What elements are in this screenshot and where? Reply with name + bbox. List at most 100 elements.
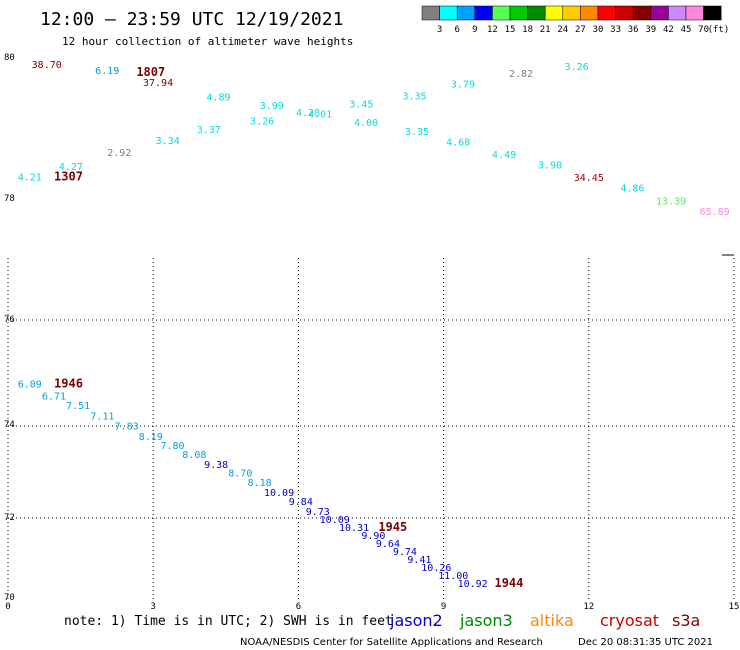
legend-label: 27 (575, 25, 586, 35)
legend-label: 30 (593, 25, 604, 35)
x-tick-label: 9 (441, 602, 446, 612)
data-point-label: 11.00 (438, 571, 468, 582)
legend-swatch (597, 5, 616, 21)
y-tick-label: 70 (4, 593, 15, 603)
legend-label: 24 (557, 25, 568, 35)
y-tick-label: 72 (4, 513, 15, 523)
data-point-label: 4.89 (206, 93, 230, 104)
footer-timestamp: Dec 20 08:31:35 UTC 2021 (578, 637, 713, 648)
legend-label: 6 (454, 25, 459, 35)
data-point-label: 3.37 (197, 125, 221, 136)
legend-swatch (615, 5, 634, 21)
data-point-label: 65.89 (700, 207, 730, 218)
data-point-label: 8.19 (139, 432, 163, 443)
data-point-label: 10.09 (264, 488, 294, 499)
data-point-label: 4.28 (296, 108, 320, 119)
legend-label: 42 (663, 25, 674, 35)
data-point-label: 8.08 (182, 450, 206, 461)
data-point-label: 6.19 (95, 66, 119, 77)
color-legend: 3 6 9 12 15 18 21 24 27 30 33 36 39 42 45 70(ft) (421, 5, 730, 35)
data-point-label: 3.35 (403, 91, 427, 102)
data-point-label: 3.35 (405, 127, 429, 138)
data-point-label: 7.51 (66, 401, 90, 412)
data-point-label: 2.82 (509, 69, 533, 80)
x-tick-label: 15 (729, 602, 740, 612)
y-tick-label: 74 (4, 420, 15, 430)
chart-subtitle: 12 hour collection of altimeter wave hei… (62, 35, 353, 48)
data-point-label: 9.84 (289, 497, 313, 508)
legend-swatch (632, 5, 652, 21)
legend-swatch (509, 5, 528, 21)
data-point-label: 3.90 (538, 161, 562, 172)
data-marks: 38.70 6.19 37.94 4.89 3.99 4.284.01 3.45 3.35 3.… (18, 60, 730, 590)
data-point-label: 3.79 (451, 79, 475, 90)
satellite-cryosat: cryosat (600, 611, 659, 630)
data-point-label: 8.70 (228, 469, 252, 480)
x-tick-label: 12 (583, 602, 594, 612)
data-point-label: 9.64 (376, 539, 400, 550)
y-tick-label: 76 (4, 315, 15, 325)
data-point-label: 10.92 (458, 579, 488, 590)
data-point-label: 10.31 (339, 523, 369, 534)
data-point-label: 6.09 (18, 379, 42, 390)
data-point-label: 13.39 (656, 196, 686, 207)
data-point-label: 38.70 (32, 60, 62, 71)
x-tick-label: 0 (5, 602, 10, 612)
data-point-label: 3.26 (250, 117, 274, 128)
data-point-label: 4.49 (492, 150, 516, 161)
legend-swatch (456, 5, 476, 21)
pass-time-label: 1945 (378, 520, 407, 534)
legend-label: 45 (681, 25, 692, 35)
data-point-label: 4.86 (620, 184, 644, 195)
pass-time-label: 1946 (54, 376, 83, 390)
data-point-label: 9.74 (393, 547, 417, 558)
legend-label: 15 (505, 25, 516, 35)
legend-swatch (492, 5, 511, 21)
legend-label: 36 (628, 25, 639, 35)
legend-swatch (562, 5, 581, 21)
data-point-label: 7.83 (115, 422, 139, 433)
legend-label: 3 (437, 25, 442, 35)
legend-unit: (ft) (708, 25, 730, 35)
pass-time-label: 1307 (54, 170, 83, 184)
data-point-label: 9.90 (361, 531, 385, 542)
legend-swatch (544, 5, 564, 21)
data-point-label: 9.73 (306, 507, 330, 518)
satellite-jason3: jason3 (459, 611, 513, 630)
satellite-s3a: s3a (672, 611, 700, 630)
plot-axes: 0 3 6 9 12 15 70 72 74 76 78 80 (4, 53, 739, 612)
legend-label: 33 (610, 25, 621, 35)
data-point-label: 4.00 (354, 118, 378, 129)
legend-swatch (474, 5, 493, 21)
legend-swatch (527, 5, 546, 21)
y-tick-label: 80 (4, 53, 15, 63)
data-point-label: 10.09 (320, 515, 350, 526)
footer-credit: NOAA/NESDIS Center for Satellite Applica… (240, 637, 543, 648)
footer-note: note: 1) Time is in UTC; 2) SWH is in fe… (64, 614, 393, 629)
data-point-label: 8.18 (248, 478, 272, 489)
data-point-label: 4.21 (18, 173, 42, 184)
satellite-jason2: jason2 (389, 611, 443, 630)
data-point-label: 34.45 (574, 173, 604, 184)
legend-label: 39 (645, 25, 656, 35)
chart-title: 12:00 – 23:59 UTC 12/19/2021 (40, 9, 343, 30)
data-point-label: 7.11 (90, 412, 114, 423)
data-point-label: 6.71 (42, 392, 66, 403)
plot-grid (7, 254, 735, 600)
satellite-legend: jason2 jason3 altika cryosat s3a (389, 611, 700, 630)
data-point-label: 3.99 (260, 101, 284, 112)
legend-label: 21 (540, 25, 551, 35)
data-point-label: 7.80 (161, 441, 185, 452)
pass-time-label: 1807 (136, 65, 165, 79)
data-point-label: 2.92 (107, 148, 131, 159)
legend-label: 12 (487, 25, 498, 35)
x-tick-label: 3 (150, 602, 155, 612)
data-point-label: 3.26 (565, 62, 589, 73)
data-point-label: 3.45 (349, 100, 373, 111)
data-point-label: 9.41 (407, 555, 431, 566)
data-point-label: 37.94 (143, 78, 173, 89)
data-point-label: 4.01 (308, 110, 332, 121)
legend-swatch (439, 5, 458, 21)
legend-swatch (703, 5, 722, 21)
